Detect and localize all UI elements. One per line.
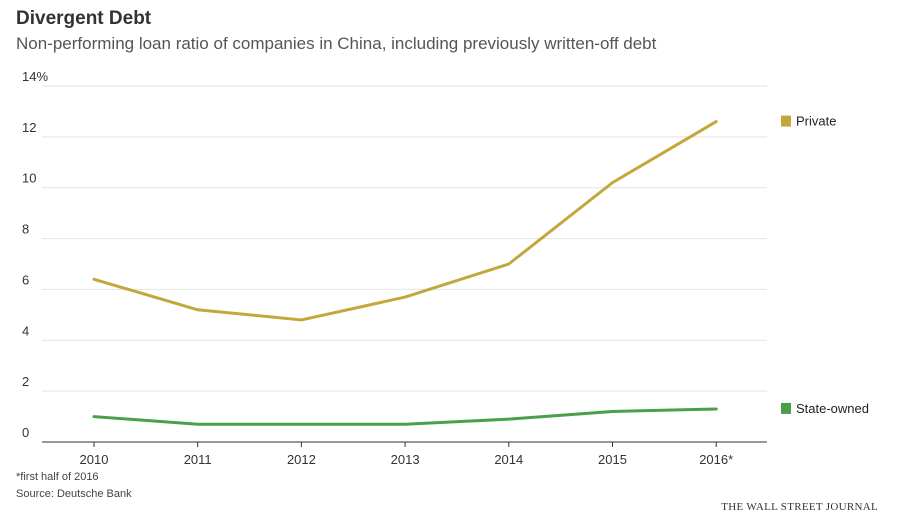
x-tick-label: 2013 [391,452,420,467]
y-tick-label: 12 [22,120,36,135]
y-tick-label: 14% [22,69,48,84]
x-tick-label: 2014 [494,452,523,467]
legend-swatch [781,402,791,414]
source-note: Source: Deutsche Bank [16,488,132,500]
y-tick-label: 8 [22,222,29,237]
series-line-state-owned [92,407,718,426]
series-line-private [92,120,718,322]
x-tick-label: 2010 [80,452,109,467]
x-tick-label: 2015 [598,452,627,467]
x-tick-label: 2011 [184,452,212,467]
chart-title: Divergent Debt [16,8,152,29]
y-tick-label: 2 [22,374,29,389]
publisher-logo: THE WALL STREET JOURNAL [721,501,878,513]
y-tick-label: 4 [22,323,29,338]
x-tick-label: 2012 [287,452,316,467]
series-lines [92,120,718,426]
legend-label: State-owned [796,401,869,416]
x-tick-label: 2016* [699,452,733,467]
y-tick-label: 10 [22,171,36,186]
legend: Private State-owned [781,114,869,416]
footnote: *first half of 2016 [16,471,99,483]
chart-subtitle: Non-performing loan ratio of companies i… [16,34,657,53]
y-axis-ticks: 0 2 4 6 8 10 12 14% [22,69,48,440]
x-axis: 2010 2011 2012 2013 2014 2015 2016* [42,441,767,467]
legend-label: Private [796,114,836,129]
y-tick-label: 0 [22,425,29,440]
gridlines [42,85,767,392]
y-tick-label: 6 [22,272,29,287]
legend-swatch [781,115,791,127]
